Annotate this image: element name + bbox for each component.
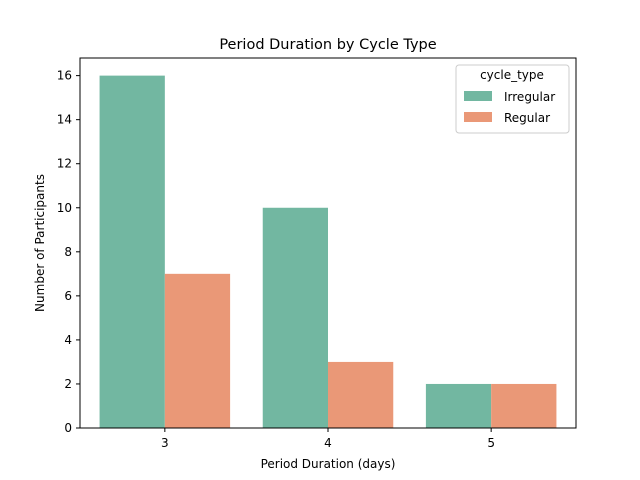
y-tick-label-4: 4	[64, 333, 72, 347]
bar-irregular-4	[262, 207, 328, 428]
legend-swatch-regular	[464, 112, 492, 122]
y-tick-label-10: 10	[57, 201, 72, 215]
y-tick-label-0: 0	[64, 421, 72, 435]
chart-title: Period Duration by Cycle Type	[219, 37, 436, 53]
x-tick-label-4: 4	[324, 436, 332, 450]
legend-title: cycle_type	[480, 68, 544, 82]
y-tick-label-6: 6	[64, 289, 72, 303]
bar-irregular-3	[99, 75, 165, 428]
bars-group	[99, 75, 557, 428]
y-tick-label-8: 8	[64, 245, 72, 259]
y-axis: 0 2 4 6 8 10 12 14 16	[57, 69, 80, 435]
y-tick-label-14: 14	[57, 113, 72, 127]
y-tick-label-2: 2	[64, 377, 72, 391]
legend-swatch-irregular	[464, 91, 492, 101]
legend-label-regular: Regular	[504, 111, 550, 125]
legend-label-irregular: Irregular	[504, 90, 555, 104]
y-tick-label-12: 12	[57, 157, 72, 171]
y-axis-label: Number of Participants	[33, 174, 47, 312]
y-tick-label-16: 16	[57, 69, 72, 83]
bar-regular-5	[491, 383, 557, 428]
bar-irregular-5	[425, 383, 492, 428]
x-axis-label: Period Duration (days)	[261, 457, 396, 471]
x-axis: 3 4 5	[161, 428, 495, 450]
legend: cycle_type Irregular Regular	[455, 64, 570, 134]
x-tick-label-3: 3	[161, 436, 169, 450]
plot-frame	[79, 57, 577, 429]
bar-regular-3	[164, 273, 231, 428]
bar-regular-4	[328, 361, 394, 428]
x-tick-label-5: 5	[487, 436, 495, 450]
